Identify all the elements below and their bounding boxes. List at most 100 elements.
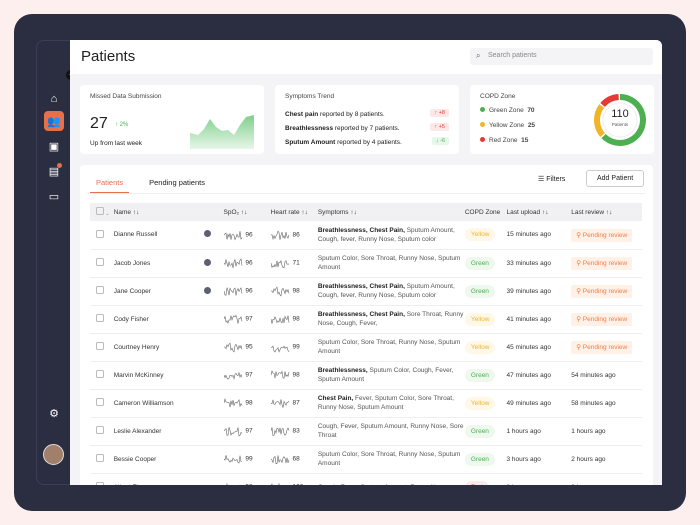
heart-rate-value: 98 <box>292 371 300 379</box>
select-all-checkbox[interactable]: ⌄ <box>90 203 114 221</box>
pending-review-badge[interactable]: ⚲ Pending review <box>571 228 633 242</box>
billing-icon[interactable]: ▣ <box>48 140 60 153</box>
patient-name[interactable]: Bessie Cooper <box>113 445 204 474</box>
last-review: 2 hours ago <box>571 455 606 463</box>
patient-name[interactable]: Leslie Alexander <box>113 417 204 446</box>
missed-trend-chart <box>190 115 254 149</box>
row-checkbox[interactable] <box>96 426 104 434</box>
symptoms-trend-card: Symptoms Trend Chest pain reported by 8 … <box>275 85 459 154</box>
sparkline <box>270 260 289 269</box>
sparkline <box>223 258 242 269</box>
table-row[interactable]: Courtney Henry 95 99 Sputum Color, Sore … <box>90 333 642 362</box>
column-header[interactable]: SpO₂ ↑↓ <box>223 203 271 221</box>
sparkline <box>223 287 242 296</box>
column-header[interactable]: Symptoms ↑↓ <box>317 203 465 221</box>
table-row[interactable]: Marvin McKinney 97 98 Breathlessness, Sp… <box>90 361 642 390</box>
avatar[interactable] <box>43 444 64 465</box>
column-header[interactable]: Heart rate ↑↓ <box>270 203 318 221</box>
heart-rate-value: 99 <box>292 343 300 351</box>
last-upload: 39 minutes ago <box>506 277 572 306</box>
row-checkbox[interactable] <box>96 229 104 238</box>
pending-review-badge[interactable]: ⚲ Pending review <box>571 257 633 270</box>
sparkline <box>223 230 242 241</box>
add-patient-button[interactable]: Add Patient <box>586 170 645 187</box>
table-row[interactable]: Cameron Williamson 98 87 Chest Pain, Fev… <box>90 389 642 418</box>
symptom-trend-item: Sputum Amount reported by 4 patients. ↓ -… <box>285 137 449 146</box>
search-icon: ⚲ <box>576 316 581 323</box>
patient-name[interactable]: Cameron Williamson <box>113 389 204 418</box>
heart-rate-value: 100 <box>292 484 303 485</box>
tab-pending-patients[interactable]: Pending patients <box>149 178 205 187</box>
sparkline <box>270 427 289 437</box>
heart-rate-value: 87 <box>292 399 300 407</box>
row-checkbox[interactable] <box>96 482 104 485</box>
copd-zone-badge: Red <box>464 480 489 485</box>
sparkline <box>270 315 289 324</box>
column-header[interactable]: Last upload ↑↓ <box>506 203 572 221</box>
column-name[interactable]: Name ↑↓ <box>113 203 224 221</box>
donut-slice <box>601 94 646 146</box>
heart-rate-value: 83 <box>292 427 300 435</box>
symptom-trend-item: Breathlessness reported by 7 patients. ↑ … <box>285 123 449 132</box>
pending-review-badge[interactable]: ⚲ Pending review <box>571 341 633 354</box>
symptoms-cell: Chest Pain, Fever, Sputum Color, Sore Th… <box>317 389 465 418</box>
row-checkbox[interactable] <box>96 454 104 462</box>
filter-icon: ☰ <box>538 176 545 183</box>
table-row[interactable]: Bessie Cooper 99 68 Sputum Color, Sore T… <box>90 445 642 474</box>
copd-zone-badge: Green <box>464 452 495 466</box>
messages-icon[interactable]: ▤ <box>44 161 64 181</box>
heart-rate-value: 86 <box>292 231 300 239</box>
trend-delta-badge: ↓ -6 <box>431 137 449 145</box>
row-checkbox[interactable] <box>96 398 104 406</box>
zone-legend-item: Yellow Zone 25 <box>480 122 535 129</box>
copd-zone-badge: Yellow <box>464 228 496 242</box>
filters-button[interactable]: ☰ Filters <box>538 176 566 183</box>
patient-name[interactable]: Jane Cooper <box>113 277 204 306</box>
pending-review-badge[interactable]: ⚲ Pending review <box>571 285 633 298</box>
heart-rate-value: 98 <box>292 287 300 295</box>
table-row[interactable]: Albert Flores 98 100 Cough, Fever, Sputu… <box>90 473 642 485</box>
column-header[interactable]: COPD Zone <box>464 203 507 221</box>
row-checkbox[interactable] <box>96 286 104 294</box>
table-row[interactable]: Cody Fisher 97 98 Breathlessness, Chest … <box>90 305 642 334</box>
row-checkbox[interactable] <box>96 370 104 378</box>
table-row[interactable]: Jacob Jones 96 71 Sputum Color, Sore Thr… <box>90 249 642 278</box>
row-checkbox[interactable] <box>96 314 104 322</box>
sparkline <box>226 483 240 485</box>
card-icon[interactable]: ▭ <box>48 190 60 203</box>
last-review: 1 hours ago <box>571 427 606 435</box>
patient-name[interactable]: Jacob Jones <box>113 249 204 278</box>
copd-donut-chart <box>594 94 646 146</box>
symptoms-cell: Sputum Color, Sore Throat, Runny Nose, S… <box>317 249 465 278</box>
card-title: COPD Zone <box>480 93 516 100</box>
patient-name[interactable]: Albert Flores <box>113 473 204 485</box>
tab-patients[interactable]: Patients <box>90 177 130 193</box>
sparkline <box>270 399 289 408</box>
column-header[interactable]: Last review ↑↓ <box>571 203 642 221</box>
table-row[interactable]: Jane Cooper 96 98 Breathlessness, Chest … <box>90 277 642 306</box>
sparkline <box>270 230 289 240</box>
home-icon[interactable]: ⌂ <box>50 93 58 105</box>
row-checkbox[interactable] <box>96 342 104 350</box>
sparkline <box>270 345 289 353</box>
table-row[interactable]: Leslie Alexander 97 83 Cough, Fever, Spu… <box>90 417 642 446</box>
patient-name[interactable]: Cody Fisher <box>113 305 204 334</box>
patient-name[interactable]: Dianne Russell <box>113 221 204 250</box>
trend-delta-badge: ↑ +5 <box>430 123 449 131</box>
copd-zone-badge: Green <box>464 256 495 270</box>
spo2-value: 98 <box>245 484 252 485</box>
search-input[interactable]: ⌕ Search patients <box>470 48 653 65</box>
patients-table: ⌄ Name ↑↓ SpO₂ ↑↓ Heart rate ↑↓ Symptoms ↑↓ C… <box>90 203 642 485</box>
patients-icon[interactable]: 👥 <box>44 111 64 131</box>
table-row[interactable]: Dianne Russell 96 86 Breathlessness, Che… <box>90 221 642 250</box>
page-title: Patients <box>81 48 136 65</box>
pending-review-badge[interactable]: ⚲ Pending review <box>571 313 633 326</box>
card-title: Missed Data Submission <box>90 93 162 100</box>
patient-name[interactable]: Courtney Henry <box>113 333 204 362</box>
zone-legend-item: Green Zone 70 <box>480 107 535 114</box>
patient-name[interactable]: Marvin McKinney <box>113 361 204 390</box>
settings-icon[interactable]: ⚙ <box>49 407 59 420</box>
row-checkbox[interactable] <box>96 258 104 266</box>
zone-legend-item: Red Zone 15 <box>480 137 528 144</box>
missed-data-card: Missed Data Submission 27 ↑ 2% Up from l… <box>80 85 264 154</box>
